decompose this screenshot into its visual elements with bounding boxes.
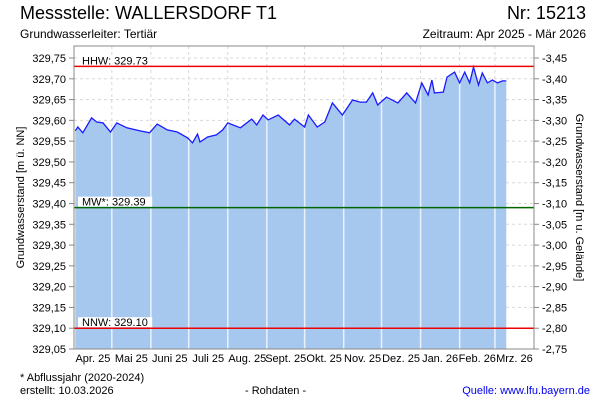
y-tick-label: 329,25 [32,261,66,273]
y-tick-label: 329,30 [32,240,66,252]
y-tick-label: 329,35 [32,219,66,231]
plot-frame [73,45,535,350]
reference-label: NNW: 329.10 [82,317,148,329]
y2-tick-label: -3,15 [542,178,567,190]
reference-label-bg [78,196,153,207]
y-tick-label: 329,60 [32,115,66,127]
y-tick-label: 329,55 [32,136,66,148]
y2-tick-label: -3,30 [542,115,567,127]
y2-tick-label: -3,25 [542,136,567,148]
reference-label: HHW: 329.73 [82,55,148,67]
x-tick-label: Mai 25 [115,353,148,365]
y-tick-label: 329,70 [32,74,66,86]
station-title: Messstelle: WALLERSDORF T1 [20,3,278,23]
y-tick-label: 329,45 [32,178,66,190]
y-tick-label: 329,20 [32,282,66,294]
created-date: erstellt: 10.03.2026 [20,385,114,397]
x-tick-label: Juli 25 [192,353,224,365]
source-link[interactable]: Quelle: www.lfu.bayern.de [462,385,590,397]
x-tick-label: Mrz. 26 [496,353,533,365]
reference-label-bg [78,55,153,66]
water-level-line [74,64,507,144]
y2-tick-label: -3,45 [542,53,567,65]
y2-tick-label: -2,85 [542,302,567,314]
y-tick-label: 329,10 [32,323,66,335]
footnote: * Abflussjahr (2020-2024) [20,372,145,384]
x-tick-label: Juni 25 [152,353,187,365]
y-tick-label: 329,05 [32,344,66,356]
y2-tick-label: -3,35 [542,95,567,107]
x-tick-label: Dez. 25 [382,353,420,365]
reference-label: MW*: 329.39 [82,197,146,209]
y2-tick-label: -2,90 [542,282,567,294]
y2-tick-label: -2,75 [542,344,567,356]
x-tick-label: Okt. 25 [306,353,341,365]
y2-tick-label: -3,00 [542,240,567,252]
x-tick-label: Nov. 25 [344,353,381,365]
y2-axis-title: Grundwasserstand [m u. Gelände] [573,114,585,282]
y2-tick-label: -3,05 [542,219,567,231]
reference-label-bg [78,317,153,328]
period-label: Zeitraum: Apr 2025 - Mär 2026 [422,27,586,41]
y2-tick-label: -3,20 [542,157,567,169]
y-tick-label: 329,40 [32,199,66,211]
y-tick-label: 329,50 [32,157,66,169]
station-number: Nr: 15213 [506,3,586,23]
x-tick-label: Apr. 25 [75,353,110,365]
y-axis-title: Grundwasserstand [m ü. NN] [15,127,27,269]
raw-data-label: - Rohdaten - [245,385,307,397]
y2-tick-label: -3,10 [542,199,567,211]
y-tick-label: 329,75 [32,53,66,65]
x-tick-label: Feb. 26 [459,353,496,365]
aquifer-label: Grundwasserleiter: Tertiär [20,27,158,41]
y-tick-label: 329,15 [32,302,66,314]
y2-tick-label: -2,95 [542,261,567,273]
x-tick-label: Aug. 25 [228,353,266,365]
y2-tick-label: -3,40 [542,74,567,86]
y2-tick-label: -2,80 [542,323,567,335]
x-tick-label: Sept. 25 [265,353,306,365]
x-tick-label: Jan. 26 [422,353,458,365]
y-tick-label: 329,65 [32,95,66,107]
